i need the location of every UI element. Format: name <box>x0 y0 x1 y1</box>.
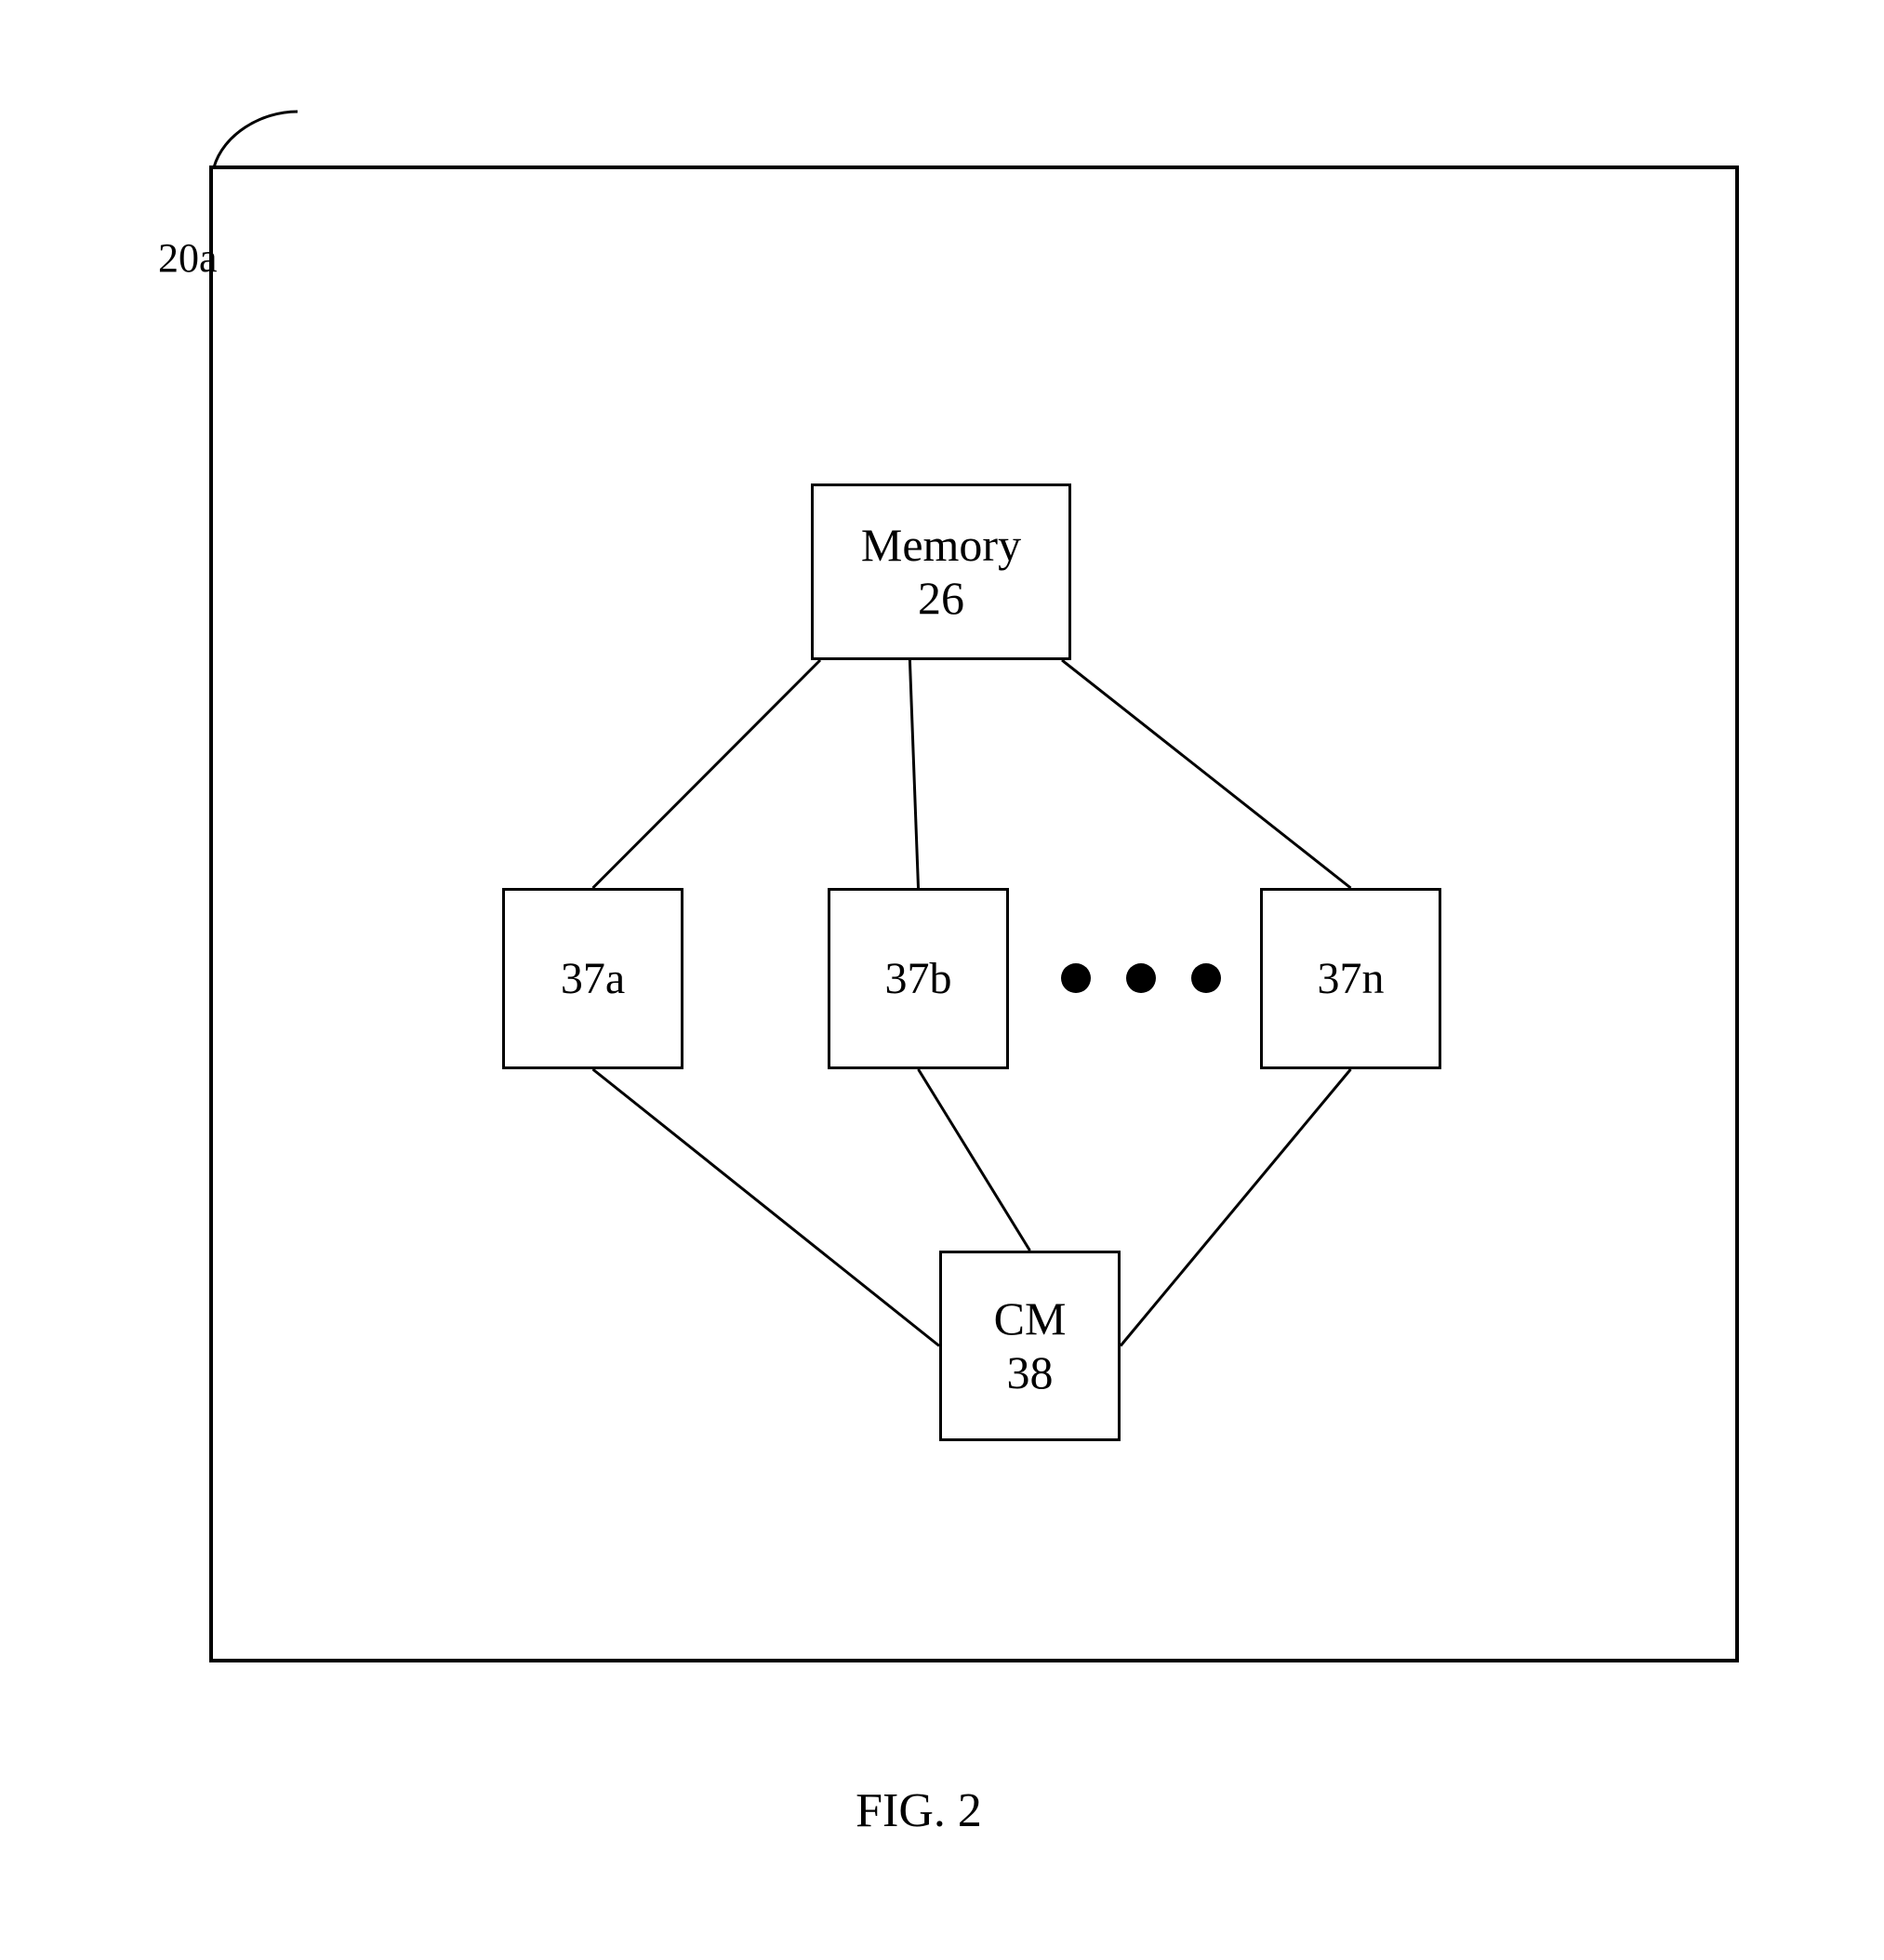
node-memory-line2: 26 <box>918 572 964 626</box>
node-cm: CM 38 <box>939 1251 1121 1441</box>
node-37n-label: 37n <box>1318 953 1385 1004</box>
node-37b: 37b <box>828 888 1009 1069</box>
diagram-canvas: 20a Memory 26 37a 37b 37n CM 38 FIG. 2 <box>0 0 1884 1960</box>
node-memory: Memory 26 <box>811 483 1071 660</box>
ellipsis-dot-3 <box>1191 963 1221 993</box>
node-37a: 37a <box>502 888 683 1069</box>
node-cm-line2: 38 <box>1007 1346 1054 1400</box>
figure-caption-text: FIG. 2 <box>856 1784 982 1837</box>
figure-caption: FIG. 2 <box>856 1783 982 1838</box>
system-label-text: 20a <box>158 235 218 281</box>
ellipsis-dot-2 <box>1126 963 1156 993</box>
node-cm-line1: CM <box>994 1292 1067 1346</box>
ellipsis-dot-1 <box>1061 963 1091 993</box>
node-37n: 37n <box>1260 888 1441 1069</box>
node-37b-label: 37b <box>885 953 952 1004</box>
node-37a-label: 37a <box>561 953 625 1004</box>
leader-arc <box>209 107 321 191</box>
node-memory-line1: Memory <box>861 519 1021 573</box>
system-label-20a: 20a <box>158 234 218 282</box>
